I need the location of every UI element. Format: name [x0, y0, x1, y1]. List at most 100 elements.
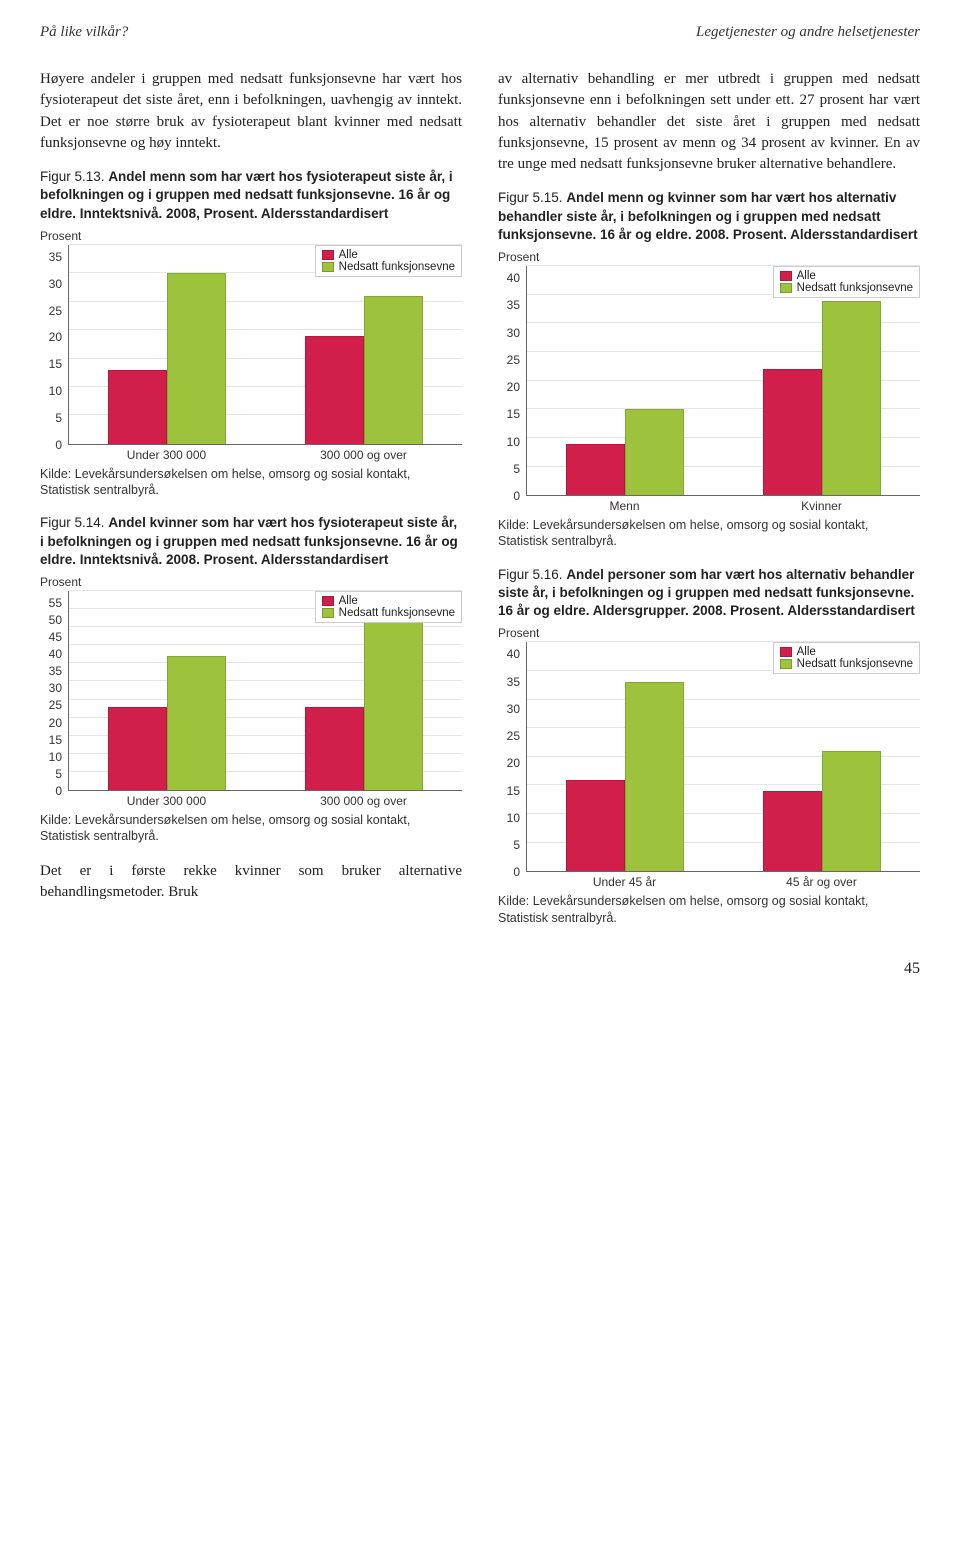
legend-swatch — [322, 262, 334, 272]
y-tick-label: 5 — [55, 412, 62, 424]
legend-label: Alle — [339, 595, 358, 607]
header-right: Legetjenester og andre helsetjenester — [696, 24, 920, 41]
figure-caption-514: Figur 5.14. Andel kvinner som har vært h… — [40, 514, 462, 569]
y-tick-label: 40 — [49, 648, 62, 660]
page-number: 45 — [40, 960, 920, 978]
legend-row: Nedsatt funksjonsevne — [322, 607, 455, 619]
legend-row: Alle — [780, 270, 913, 282]
bar — [763, 369, 822, 495]
y-tick-label: 20 — [507, 381, 520, 393]
bar — [566, 444, 625, 496]
chart-516: Prosent4035302520151050AlleNedsatt funks… — [498, 626, 920, 889]
y-tick-label: 15 — [507, 785, 520, 797]
y-tick-label: 25 — [49, 699, 62, 711]
bar — [822, 751, 881, 871]
bar — [566, 780, 625, 872]
x-tick-label: 300 000 og over — [265, 791, 462, 808]
y-tick-label: 30 — [507, 703, 520, 715]
y-tick-label: 0 — [513, 490, 520, 502]
y-tick-label: 45 — [49, 631, 62, 643]
y-tick-label: 40 — [507, 648, 520, 660]
bar — [305, 336, 364, 444]
y-tick-label: 30 — [49, 278, 62, 290]
legend-row: Alle — [780, 646, 913, 658]
y-tick-label: 30 — [507, 327, 520, 339]
y-tick-label: 15 — [49, 358, 62, 370]
legend-swatch — [780, 647, 792, 657]
two-column-layout: Høyere andeler i gruppen med nedsatt fun… — [40, 69, 920, 942]
plot-area: AlleNedsatt funksjonsevne — [526, 642, 920, 872]
figure-caption-516: Figur 5.16. Andel personer som har vært … — [498, 566, 920, 621]
bar — [625, 409, 684, 495]
chart-513: Prosent35302520151050AlleNedsatt funksjo… — [40, 229, 462, 462]
source-text: Kilde: Levekårsundersøkelsen om helse, o… — [40, 466, 462, 499]
y-tick-label: 10 — [49, 751, 62, 763]
y-tick-label: 25 — [507, 730, 520, 742]
figure-number: Figur 5.15. — [498, 190, 563, 205]
legend-label: Nedsatt funksjonsevne — [339, 607, 455, 619]
y-tick-label: 35 — [507, 299, 520, 311]
y-axis-label: Prosent — [40, 575, 462, 589]
y-tick-label: 0 — [513, 866, 520, 878]
y-axis-label: Prosent — [498, 626, 920, 640]
y-axis-label: Prosent — [498, 250, 920, 264]
y-tick-label: 50 — [49, 614, 62, 626]
legend-row: Alle — [322, 249, 455, 261]
y-tick-label: 20 — [507, 757, 520, 769]
bar — [167, 656, 226, 790]
y-tick-label: 25 — [507, 354, 520, 366]
bar — [625, 682, 684, 871]
legend-label: Nedsatt funksjonsevne — [339, 261, 455, 273]
y-tick-label: 5 — [55, 768, 62, 780]
header-left: På like vilkår? — [40, 24, 128, 41]
page-header: På like vilkår? Legetjenester og andre h… — [40, 24, 920, 41]
y-tick-label: 15 — [49, 734, 62, 746]
x-tick-label: Kvinner — [723, 496, 920, 513]
plot-area: AlleNedsatt funksjonsevne — [526, 266, 920, 496]
bar-group — [69, 591, 266, 790]
legend-swatch — [322, 596, 334, 606]
legend-label: Alle — [797, 646, 816, 658]
legend-label: Nedsatt funksjonsevne — [797, 658, 913, 670]
x-tick-label: Under 45 år — [526, 872, 723, 889]
y-tick-label: 0 — [55, 785, 62, 797]
legend: AlleNedsatt funksjonsevne — [773, 642, 920, 674]
bar — [364, 613, 423, 790]
y-tick-label: 20 — [49, 717, 62, 729]
figure-caption-515: Figur 5.15. Andel menn og kvinner som ha… — [498, 189, 920, 244]
figure-caption-513: Figur 5.13. Andel menn som har vært hos … — [40, 168, 462, 223]
bar — [108, 370, 167, 444]
y-tick-label: 10 — [507, 812, 520, 824]
legend: AlleNedsatt funksjonsevne — [773, 266, 920, 298]
y-tick-label: 5 — [513, 463, 520, 475]
y-tick-label: 35 — [49, 251, 62, 263]
legend: AlleNedsatt funksjonsevne — [315, 591, 462, 623]
legend: AlleNedsatt funksjonsevne — [315, 245, 462, 277]
bar — [305, 707, 364, 790]
figure-number: Figur 5.16. — [498, 567, 563, 582]
legend-swatch — [322, 250, 334, 260]
bar — [763, 791, 822, 871]
plot-area: AlleNedsatt funksjonsevne — [68, 245, 462, 445]
legend-label: Nedsatt funksjonsevne — [797, 282, 913, 294]
bar-group — [724, 642, 921, 871]
y-tick-label: 30 — [49, 682, 62, 694]
chart-515: Prosent4035302520151050AlleNedsatt funks… — [498, 250, 920, 513]
bar — [822, 301, 881, 496]
y-tick-label: 35 — [507, 676, 520, 688]
y-tick-label: 35 — [49, 665, 62, 677]
y-tick-label: 15 — [507, 408, 520, 420]
y-tick-label: 10 — [49, 385, 62, 397]
x-tick-label: Menn — [526, 496, 723, 513]
chart-514: Prosent5550454035302520151050AlleNedsatt… — [40, 575, 462, 808]
bar — [108, 707, 167, 790]
source-text: Kilde: Levekårsundersøkelsen om helse, o… — [40, 812, 462, 845]
figure-number: Figur 5.13. — [40, 169, 105, 184]
legend-row: Nedsatt funksjonsevne — [322, 261, 455, 273]
y-tick-label: 40 — [507, 272, 520, 284]
legend-swatch — [780, 659, 792, 669]
legend-swatch — [780, 283, 792, 293]
legend-row: Nedsatt funksjonsevne — [780, 282, 913, 294]
left-column: Høyere andeler i gruppen med nedsatt fun… — [40, 69, 462, 942]
y-tick-label: 55 — [49, 597, 62, 609]
